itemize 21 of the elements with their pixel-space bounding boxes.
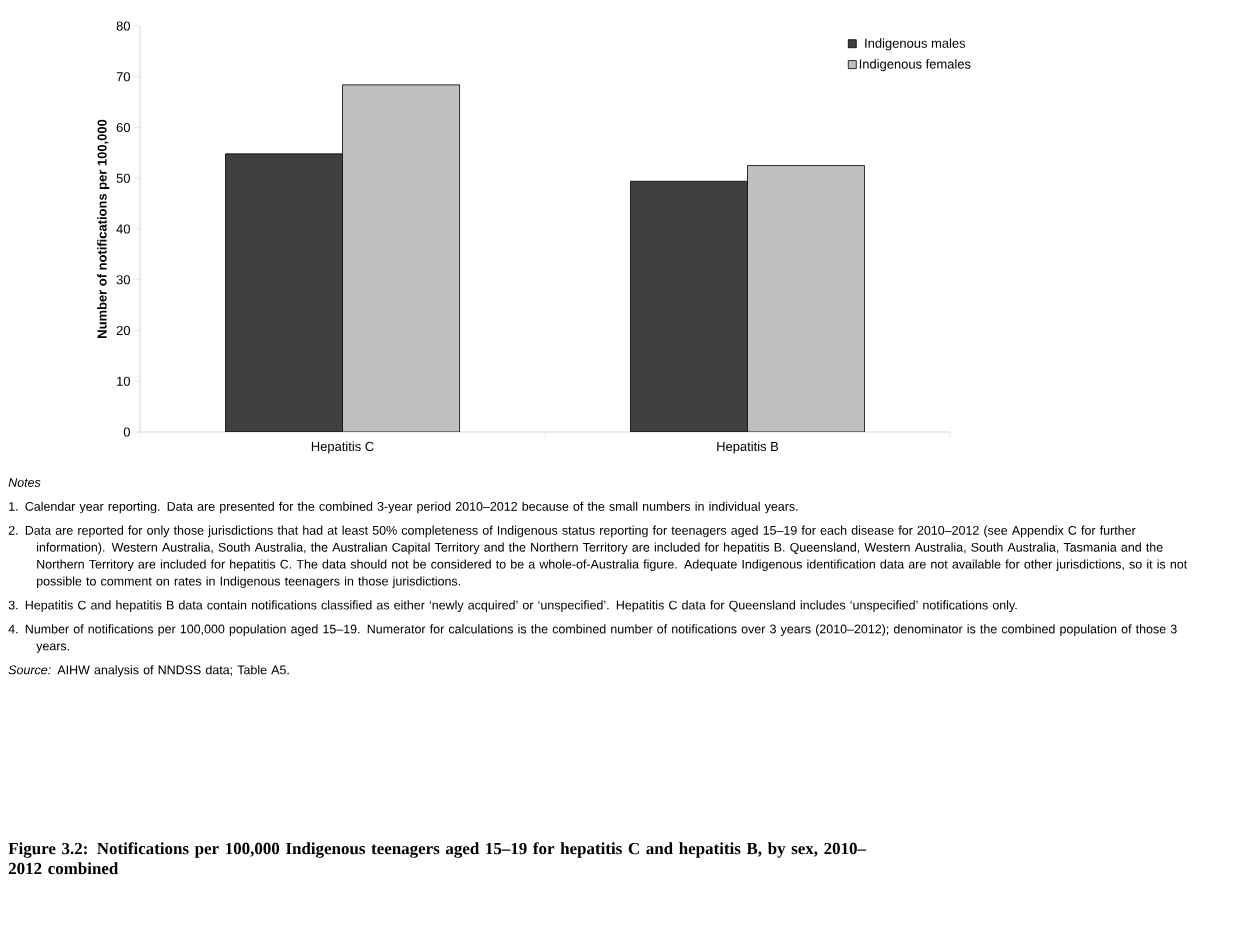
y-tick-label: 30: [116, 275, 130, 285]
y-tick-label: 50: [116, 173, 130, 183]
y-tick-label: 80: [116, 21, 130, 31]
text: 4. Number of notifications per 100,000 population aged 15–19. Numerator for calculations is the combined number of notifications over 3 years (2010–2012); denominator is the combined population of those 3 years.: [8, 624, 1177, 653]
text: 3. Hepatitis C and hepatitis B data contain notifications classified as either ‘newly acquired’ or ‘unspecified’. Hepatitis C data for Queensland includes ‘unspecified’ notifications only.: [8, 600, 1017, 612]
x-tick-label: Hepatitis B: [717, 441, 779, 454]
text: 1. Calendar year reporting. Data are presented for the combined 3-year period 2010–2012 because of the small numbers in individual years.: [9, 501, 798, 514]
y-tick-label: 40: [116, 224, 130, 234]
legend-label: Indigenous females: [859, 59, 971, 72]
text: Notes: [8, 478, 41, 487]
y-tick-label: 70: [116, 72, 130, 82]
text: Figure 3.2: Notifications per 100,000 Indigenous teenagers aged 15–19 for hepatitis C and hepatitis B, by sex, 2010–2012 combined: [8, 842, 867, 875]
y-tick-label: 0: [123, 427, 130, 437]
y-tick-label: 10: [117, 376, 130, 386]
text: Source: AIHW analysis of NNDSS data; Table A5.: [8, 665, 289, 677]
y-tick-label: 60: [116, 122, 130, 133]
text: 2. Data are reported for only those jurisdictions that had at least 50% completeness of Indigenous status reporting for teenagers aged 15–19 for each disease for 2010–2012 (see Appendix C for further information). Western Australia, South Australia, the Australian Capital Territory and the Northern Territory are included for hepatitis B. Queensland, Western Australia, South Australia, Tasmania and the Northern Territory are included for hepatitis C. The data should not be considered to be a whole-of-Australia figure. Adequate Indigenous identification data are not available for other jurisdictions, so it is not possible to comment on rates in Indigenous teenagers in those jurisdictions.: [8, 525, 1188, 589]
y-tick-label: 20: [116, 325, 130, 336]
x-tick-label: Hepatitis C: [311, 441, 374, 454]
legend-label: Indigenous males: [865, 38, 966, 51]
y-axis-title: Number of notifications per 100,000: [97, 119, 110, 338]
